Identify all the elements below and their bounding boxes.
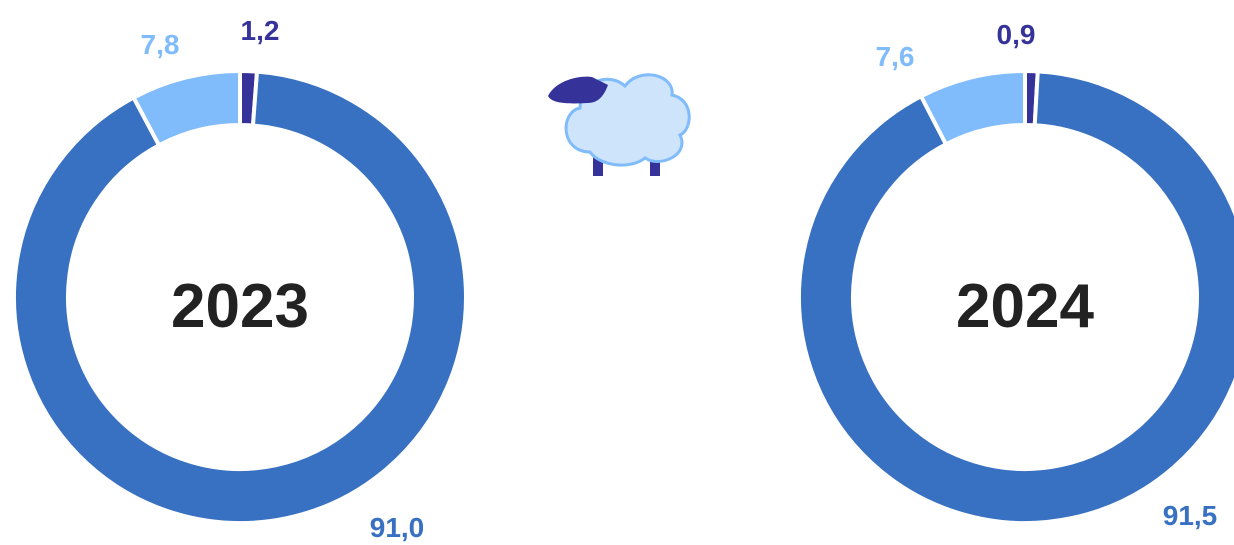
donut-slices bbox=[797, 68, 1234, 525]
donut-slice-3 bbox=[130, 68, 242, 148]
data-label-2: 91,5 bbox=[1163, 500, 1218, 531]
data-label-1: 0,9 bbox=[997, 19, 1036, 50]
donut-slice-2 bbox=[12, 69, 468, 525]
data-label-3: 7,6 bbox=[876, 41, 915, 72]
sheep-icon bbox=[548, 73, 691, 176]
donut-slice-3 bbox=[918, 68, 1027, 147]
sheep-leg-left bbox=[593, 150, 603, 176]
sheep-leg-right bbox=[650, 150, 660, 176]
sheep-head bbox=[548, 76, 608, 104]
donut-center-label: 2023 bbox=[171, 272, 309, 341]
donut-center-label: 2024 bbox=[956, 272, 1094, 341]
data-label-2: 91,0 bbox=[370, 512, 425, 543]
donut-chart-2024: 2024 0,9 91,5 7,6 bbox=[797, 19, 1234, 531]
data-label-3: 7,8 bbox=[141, 29, 180, 60]
donut-chart-2023: 2023 1,2 91,0 7,8 bbox=[12, 15, 468, 543]
data-label-1: 1,2 bbox=[241, 15, 280, 46]
donut-slices bbox=[12, 68, 468, 525]
donut-slice-2 bbox=[797, 69, 1234, 525]
